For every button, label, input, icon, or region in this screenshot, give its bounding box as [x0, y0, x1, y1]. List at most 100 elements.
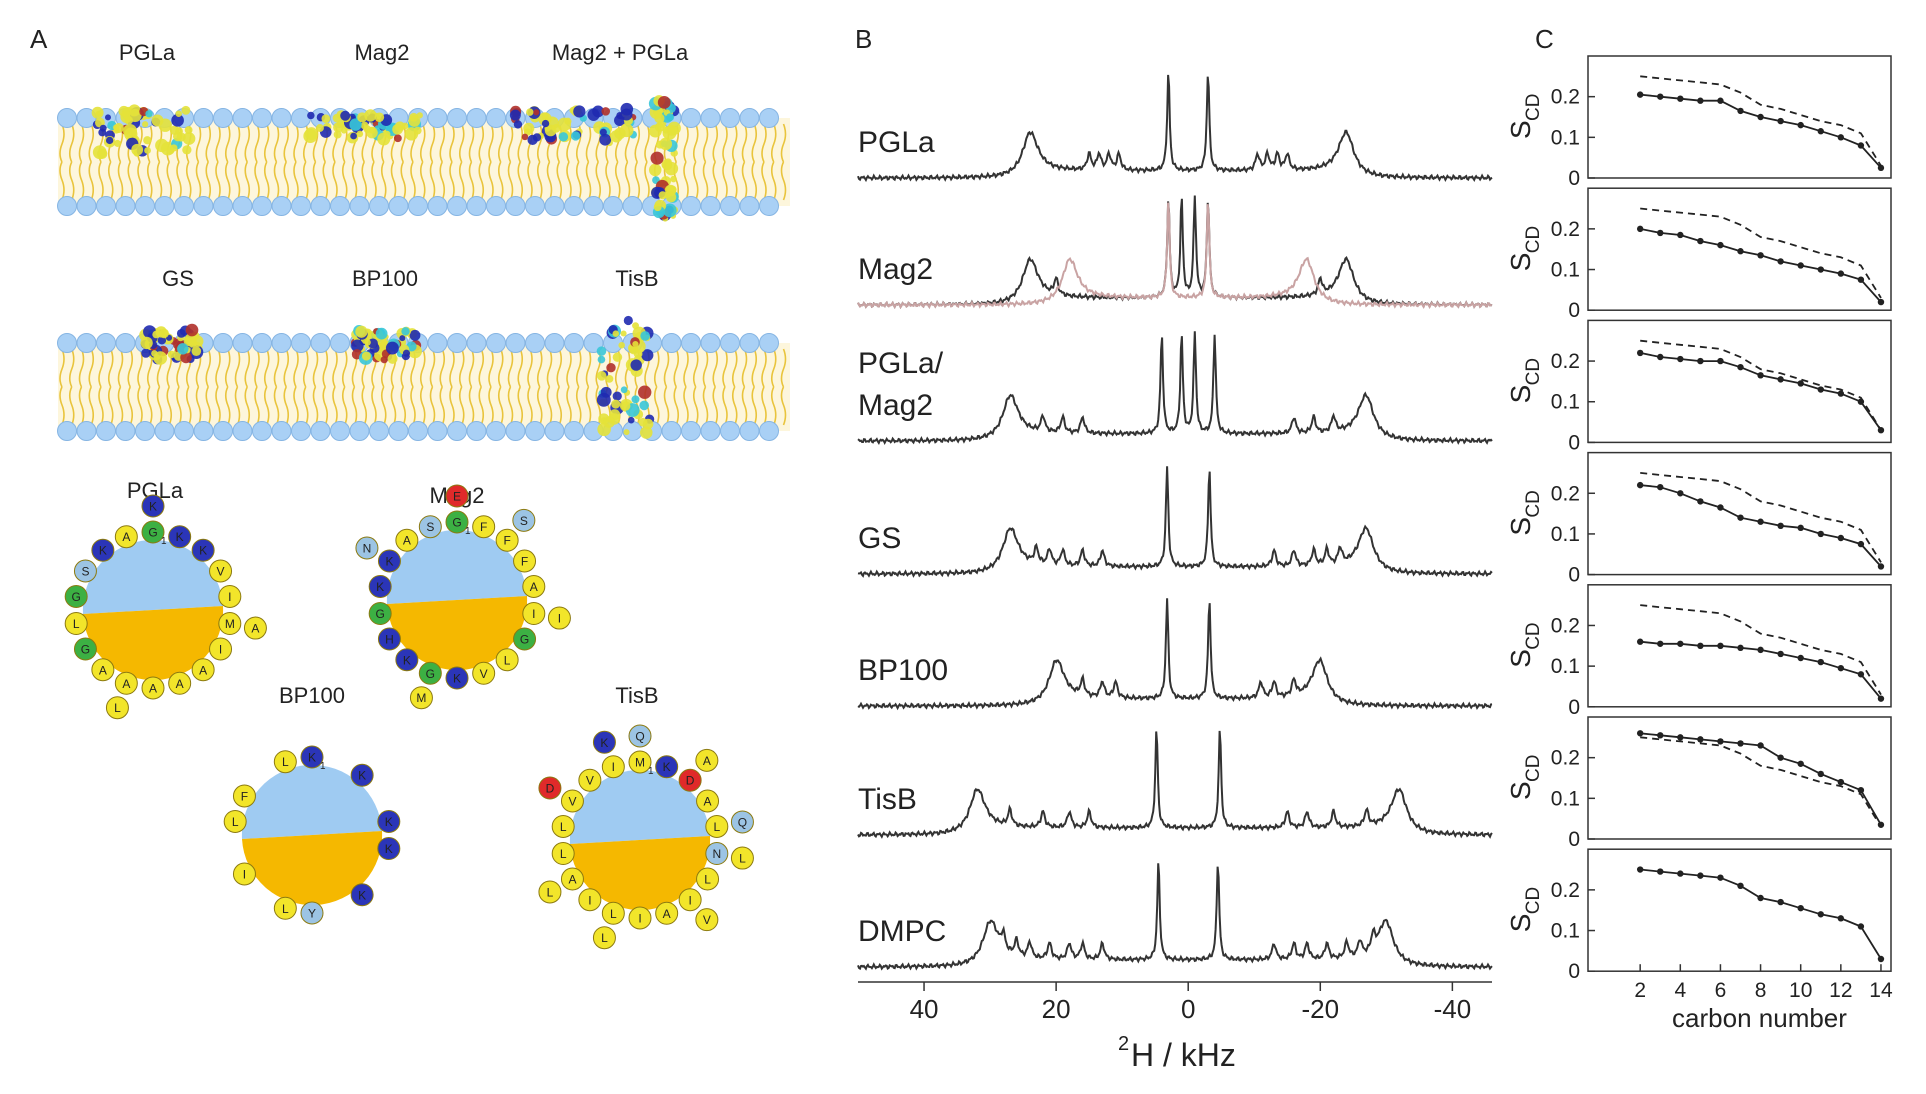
residue	[538, 880, 562, 904]
residue-letter: G	[426, 667, 435, 681]
lipid-head	[720, 196, 740, 216]
residue-letter: V	[568, 795, 576, 809]
peptide-atom	[321, 114, 331, 123]
residue-letter: A	[251, 622, 259, 636]
lipid-head	[193, 196, 214, 216]
peptide-atom	[665, 185, 674, 194]
lipid-head	[369, 421, 389, 441]
residue-letter: I	[243, 868, 246, 882]
residue	[472, 661, 496, 685]
lipid-head	[330, 196, 350, 216]
y-tick-label: 0.1	[1551, 787, 1580, 810]
peptide-atom	[653, 203, 662, 212]
residue-letter: V	[703, 913, 711, 927]
residue-first: 1	[320, 761, 326, 772]
lipid-head	[310, 196, 331, 216]
residue-letter: I	[219, 643, 222, 657]
lipid-head	[564, 333, 584, 353]
residue-letter: L	[114, 701, 121, 715]
y-label-main: S	[1505, 253, 1536, 272]
peptide-atom	[666, 113, 675, 122]
residue	[418, 661, 442, 685]
order-point	[1737, 363, 1744, 371]
residue	[730, 846, 754, 870]
lipid-head	[603, 196, 623, 216]
lipid-head	[427, 421, 448, 441]
order-point	[1817, 128, 1824, 135]
peptide-atom	[375, 327, 388, 340]
residue-letter: A	[403, 534, 411, 548]
peptide-atom	[666, 124, 678, 136]
lipid-head	[232, 196, 253, 216]
y-tick-label: 0	[1568, 167, 1580, 190]
residue-letter: K	[376, 580, 384, 594]
y-tick-label: 0	[1568, 828, 1580, 851]
order-point	[1737, 248, 1744, 255]
order-point	[1797, 262, 1804, 269]
peptide-atom	[356, 130, 364, 138]
residue	[73, 559, 97, 583]
residue	[601, 755, 625, 779]
residue-letter: I	[228, 590, 231, 604]
residue	[628, 906, 652, 930]
reference-line	[1640, 604, 1882, 696]
residue	[655, 901, 679, 925]
peptide-atom	[182, 145, 192, 155]
lipid-head	[193, 421, 214, 441]
lipid-head	[427, 108, 448, 128]
lipid-head	[427, 196, 448, 216]
peptide-atom	[596, 392, 611, 407]
residue-letter: Q	[738, 815, 747, 829]
peptide-atom	[191, 346, 202, 356]
lipid-head	[96, 196, 116, 216]
order-point	[1677, 355, 1684, 363]
peptide-atom	[155, 138, 169, 153]
residue	[355, 536, 379, 560]
spectrum-trace	[857, 195, 1493, 310]
order-point	[1697, 498, 1704, 505]
order-point	[1797, 654, 1804, 662]
lipid-head	[330, 333, 350, 353]
order-line	[1640, 228, 1882, 303]
order-point	[1737, 882, 1744, 889]
residue-letter: I	[688, 893, 691, 907]
lipid-head	[505, 333, 526, 353]
residue	[64, 612, 88, 636]
peptide-atom	[619, 123, 634, 138]
x-label-sup: 2	[1118, 1033, 1129, 1055]
order-point	[1877, 695, 1885, 702]
peptide-atom	[170, 144, 178, 152]
peptide-atom	[387, 353, 398, 364]
order-point	[1717, 241, 1724, 249]
residue	[191, 538, 215, 562]
peptide-atom	[154, 354, 161, 361]
residue-letter: I	[558, 612, 561, 626]
spectrum-label: Mag2	[858, 253, 933, 286]
y-label-sub: CD	[1523, 622, 1544, 649]
order-point	[1777, 650, 1784, 658]
peptide-atom	[393, 134, 402, 143]
residue-letter: D	[686, 774, 695, 788]
lipid-head	[525, 196, 545, 216]
order-point	[1797, 380, 1804, 387]
x-tick-label: 2	[1634, 979, 1646, 1002]
lipid-head	[193, 108, 214, 128]
residue-letter: L	[282, 902, 289, 916]
residue-letter: I	[638, 912, 641, 926]
x-tick-label: 10	[1789, 979, 1812, 1002]
order-point	[1777, 258, 1784, 265]
y-label-sub: CD	[1523, 94, 1544, 121]
order-point	[1837, 270, 1845, 277]
y-tick-label: 0.2	[1551, 86, 1580, 109]
reference-line	[1640, 75, 1882, 167]
residue-letter: K	[358, 888, 366, 902]
residue	[377, 837, 401, 861]
residue-letter: L	[704, 873, 711, 887]
y-label-main: S	[1505, 120, 1536, 139]
residue	[300, 745, 324, 769]
order-point	[1817, 266, 1824, 273]
reference-line	[1640, 472, 1882, 563]
lipid-head	[544, 421, 565, 441]
residue-letter: G	[148, 526, 157, 540]
